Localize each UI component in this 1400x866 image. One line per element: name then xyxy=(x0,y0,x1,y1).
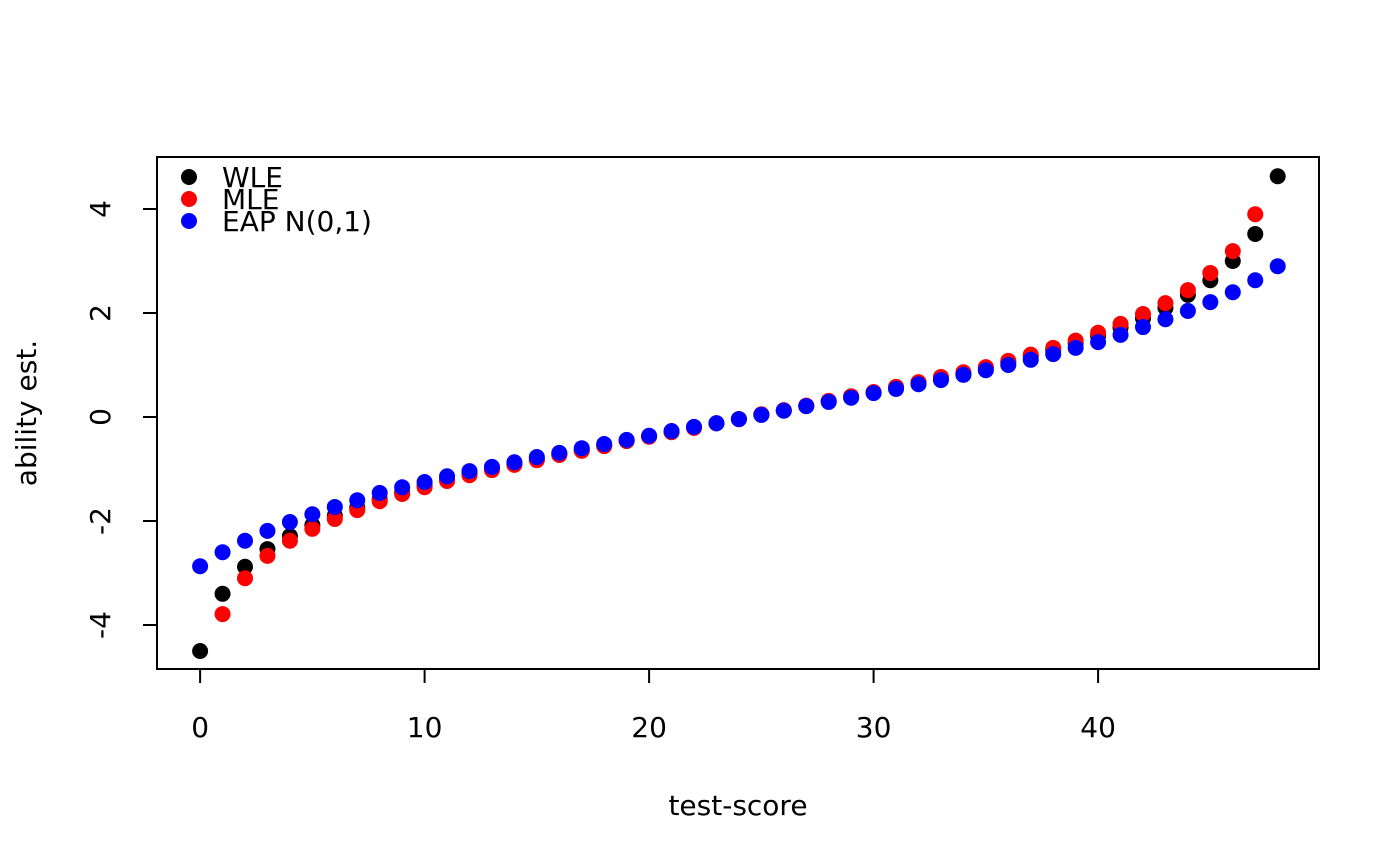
point xyxy=(1224,243,1241,260)
point xyxy=(326,498,343,515)
point xyxy=(192,558,209,575)
point xyxy=(820,393,837,410)
point xyxy=(573,440,590,457)
y-tick-label: -4 xyxy=(84,611,117,639)
point xyxy=(259,522,276,539)
point xyxy=(1022,351,1039,368)
point xyxy=(394,479,411,496)
point xyxy=(237,532,254,549)
x-axis-label: test-score xyxy=(668,789,807,822)
legend-marker xyxy=(181,213,197,229)
point xyxy=(1202,294,1219,311)
point xyxy=(1157,311,1174,328)
point xyxy=(192,643,209,660)
point xyxy=(1067,339,1084,356)
point xyxy=(1134,306,1151,323)
point xyxy=(214,606,231,623)
point xyxy=(528,449,545,466)
point xyxy=(663,423,680,440)
point xyxy=(1000,357,1017,374)
point xyxy=(775,402,792,419)
point xyxy=(326,510,343,527)
point xyxy=(237,570,254,587)
point xyxy=(910,376,927,393)
point xyxy=(730,411,747,428)
point xyxy=(1179,302,1196,319)
point xyxy=(618,431,635,448)
legend-label: EAP N(0,1) xyxy=(222,205,372,238)
point xyxy=(1269,168,1286,185)
point xyxy=(1247,206,1264,223)
point xyxy=(798,398,815,415)
point xyxy=(1134,319,1151,336)
point xyxy=(955,366,972,383)
point xyxy=(416,474,433,491)
point xyxy=(1224,284,1241,301)
point xyxy=(304,520,321,537)
point xyxy=(483,458,500,475)
legend-marker xyxy=(181,191,197,207)
point xyxy=(214,544,231,561)
legend-label: WLE xyxy=(222,161,283,194)
y-axis-label: ability est. xyxy=(10,340,43,486)
x-tick-label: 30 xyxy=(856,711,892,744)
point xyxy=(1157,295,1174,312)
x-tick-label: 20 xyxy=(631,711,667,744)
point xyxy=(237,558,254,575)
point xyxy=(641,427,658,444)
point xyxy=(932,372,949,389)
point xyxy=(304,506,321,523)
y-tick-label: 2 xyxy=(84,304,117,322)
point xyxy=(259,547,276,564)
point xyxy=(214,585,231,602)
point xyxy=(506,454,523,471)
x-tick-label: 0 xyxy=(191,711,209,744)
point xyxy=(281,514,298,531)
point xyxy=(349,492,366,509)
point xyxy=(888,380,905,397)
x-tick-label: 10 xyxy=(407,711,443,744)
point xyxy=(685,418,702,435)
y-tick-label: 0 xyxy=(84,408,117,426)
point xyxy=(1247,225,1264,242)
point xyxy=(551,444,568,461)
point xyxy=(977,362,994,379)
point xyxy=(1045,346,1062,363)
point xyxy=(753,406,770,423)
point xyxy=(1112,326,1129,343)
point xyxy=(843,389,860,406)
point xyxy=(1202,264,1219,281)
point xyxy=(371,484,388,501)
x-tick-label: 40 xyxy=(1080,711,1116,744)
y-tick-label: -2 xyxy=(84,507,117,535)
point xyxy=(865,385,882,402)
point xyxy=(1247,272,1264,289)
point xyxy=(1090,334,1107,351)
point xyxy=(596,436,613,453)
legend-label: MLE xyxy=(222,183,279,216)
point xyxy=(461,463,478,480)
point xyxy=(1269,258,1286,275)
point xyxy=(439,468,456,485)
y-tick-label: 4 xyxy=(84,200,117,218)
point xyxy=(1179,282,1196,299)
legend-marker xyxy=(181,169,197,185)
point xyxy=(708,415,725,432)
point xyxy=(281,532,298,549)
